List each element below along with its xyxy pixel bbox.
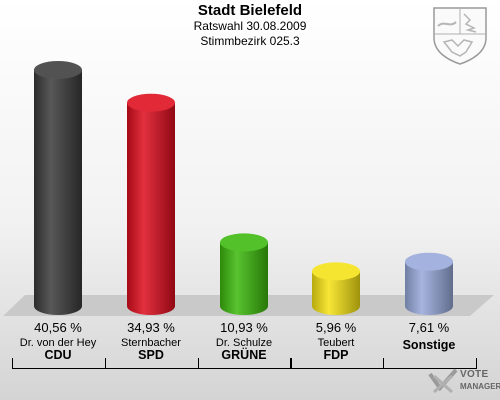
bar-grüne bbox=[220, 233, 268, 315]
value-label: 10,93 % bbox=[220, 320, 268, 335]
category-label: SPD bbox=[138, 348, 164, 362]
candidate-label: Dr. Schulze bbox=[215, 337, 273, 349]
value-label: 34,93 % bbox=[127, 320, 175, 335]
bar-cdu bbox=[34, 60, 82, 316]
category-label: Sonstige bbox=[402, 338, 456, 352]
bar-fdp bbox=[312, 262, 360, 315]
bar-sonstige bbox=[405, 252, 453, 315]
chart-header: Stadt Bielefeld Ratswahl 30.08.2009 Stim… bbox=[0, 2, 500, 49]
chart-district: Stimmbezirk 025.3 bbox=[200, 34, 300, 48]
category-label: GRÜNE bbox=[221, 348, 267, 362]
vote-manager-logo-icon bbox=[428, 368, 458, 394]
category-label: FDP bbox=[323, 348, 349, 362]
nrw-coat-of-arms-icon bbox=[433, 7, 487, 65]
value-label: 7,61 % bbox=[408, 320, 450, 335]
category-bracket bbox=[383, 358, 477, 369]
chart-subtitle: Ratswahl 30.08.2009 bbox=[193, 19, 307, 33]
vote-manager-brand: VOTE bbox=[460, 369, 489, 380]
category-bracket bbox=[12, 358, 106, 369]
category-label: CDU bbox=[44, 348, 72, 362]
category-bracket bbox=[198, 358, 292, 369]
category-bracket bbox=[105, 358, 199, 369]
category-bracket bbox=[290, 358, 384, 369]
bar-spd bbox=[127, 93, 175, 315]
chart-title: Stadt Bielefeld bbox=[197, 2, 303, 19]
candidate-label: Sternbacher bbox=[121, 337, 181, 349]
candidate-label: Teubert bbox=[317, 337, 355, 349]
candidate-label: Dr. von der Hey bbox=[19, 337, 97, 349]
vote-manager-brand-sub: MANAGER bbox=[460, 382, 500, 391]
value-label: 5,96 % bbox=[315, 320, 357, 335]
value-label: 40,56 % bbox=[34, 320, 82, 335]
